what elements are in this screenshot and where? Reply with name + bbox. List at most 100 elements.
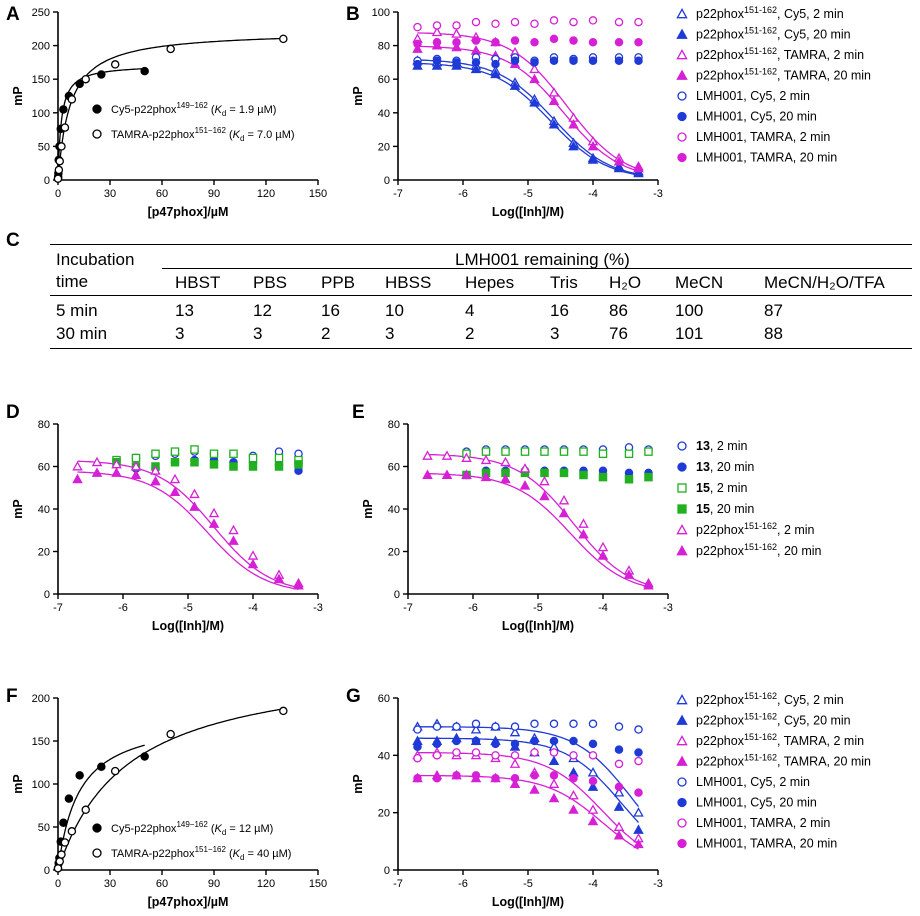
data-point [452,771,461,780]
y-tick-label: 60 [388,462,400,474]
data-point [614,759,624,769]
data-point [452,58,461,67]
data-point [491,37,500,47]
x-tick-label: -7 [393,188,403,200]
data-point [634,725,643,734]
data-point [60,838,70,847]
fit-curve [417,737,639,823]
table-cell: 3 [550,324,560,343]
data-point [470,63,482,74]
stability-table: Incubation time LMH001 remaining (%) HBS… [50,238,912,350]
data-point [432,751,442,760]
y-tick-label: 150 [32,736,50,748]
panel-label-f: F [6,686,18,707]
data-point [559,468,569,478]
y-tick-label: 0 [394,589,400,601]
data-point [530,19,539,29]
x-tick-label: 90 [208,878,220,890]
legend-entry: 15, 20 min [696,502,754,516]
data-point [92,823,102,833]
data-point [548,95,560,106]
table-header-rule [50,295,912,296]
data-point [150,465,161,475]
data-point [588,56,598,65]
data-point [169,473,181,484]
data-point [130,469,142,479]
table-cell: 10 [385,301,404,320]
data-point [432,21,442,30]
data-point [549,771,559,780]
data-point [92,848,102,858]
x-tick-label: -5 [533,602,543,614]
data-point [471,36,481,45]
x-tick-label: 0 [55,878,61,890]
table-cell: 3 [175,324,185,343]
data-point [510,774,520,783]
table-cell: 88 [764,324,783,343]
data-point [597,541,609,552]
data-point [67,827,77,836]
data-point [509,726,521,737]
x-tick-label: -7 [403,602,413,614]
data-point [452,21,461,30]
table-cell: 13 [175,301,194,320]
data-point [568,119,579,129]
data-point [614,56,624,65]
data-point [413,774,422,783]
data-point [530,719,539,729]
data-point [634,756,643,766]
data-point [67,95,77,104]
data-point [549,719,559,729]
data-point [624,449,634,458]
table-cell: 3 [253,324,263,343]
data-point [569,36,578,45]
table-group-header: LMH001 remaining (%) [455,250,630,269]
data-point [431,26,443,37]
data-point [441,469,453,479]
x-tick-label: 90 [208,188,220,200]
data-point [491,722,500,731]
y-tick-label: 250 [32,7,50,19]
y-tick-label: 40 [38,504,50,516]
x-tick-label: 30 [104,188,116,200]
data-point [293,580,304,590]
data-point [248,462,258,471]
data-point [677,111,687,122]
table-col-hepes: Hepes [465,273,515,292]
legend-entry: p22phox151-162, TAMRA, 2 min [696,46,864,62]
data-point [633,838,644,849]
y-axis-label: mP [351,86,365,105]
data-point [588,751,598,760]
y-tick-label: 100 [372,7,390,19]
data-point [57,850,66,859]
data-point [520,447,530,456]
data-point [623,569,635,579]
legend: 13, 2 min 13, 20 min 15, 2 min 15, 20 min p2… [676,439,822,558]
data-point [140,752,149,761]
y-tick-label: 40 [388,504,400,516]
data-point [634,17,643,27]
panel-label-e: E [352,402,365,423]
data-point [530,771,539,780]
chart-panel-e: -7 -6 -5 -4 -3 0 20 40 60 80 Log([Inh]/M) mP 13, 2 m… [361,419,822,633]
table-cell: 3 [385,324,395,343]
data-point [548,755,560,766]
data-point [274,453,284,463]
data-point [491,774,500,783]
data-point [59,818,68,827]
data-point [613,787,625,797]
data-point [441,450,453,460]
data-point [568,789,579,800]
legend-entry: p22phox151-162, TAMRA, 2 min [696,732,864,748]
chart-panel-g: -7 -6 -5 -4 -3 0 20 40 60 Log([Inh]/M) mP p22phox15… [351,691,871,909]
y-tick-label: 0 [384,865,390,877]
data-point [569,719,578,729]
data-point [170,447,180,456]
x-tick-label: 60 [156,188,168,200]
y-tick-label: 200 [32,41,50,53]
legend: Cy5-p22phox149−162 (Kd = 1.9 µM) TAMRA-p2… [92,101,295,143]
data-point [432,774,442,783]
data-point [273,573,285,584]
data-point [279,34,288,44]
legend: p22phox151-162, Cy5, 2 min p22phox151-162… [676,691,871,851]
